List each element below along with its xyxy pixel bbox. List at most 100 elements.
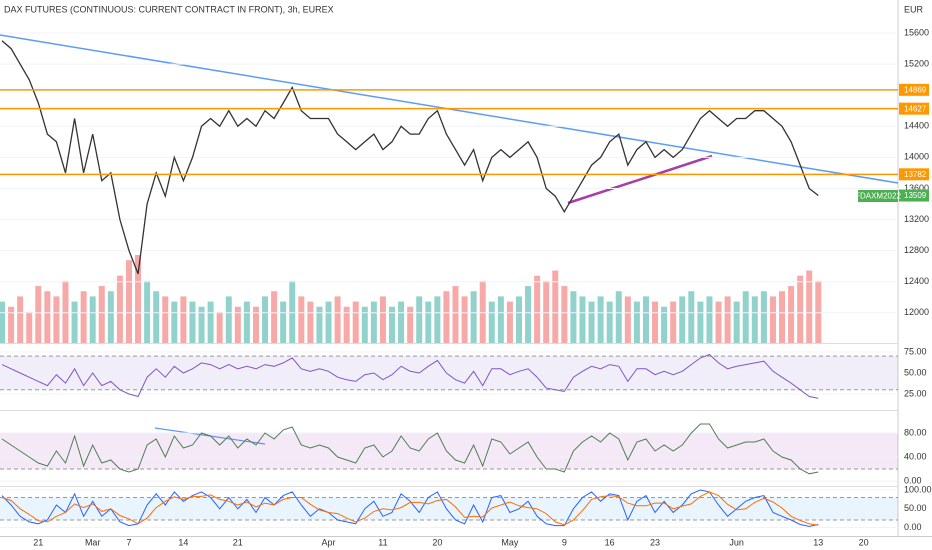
symbol-tag-box [858,190,898,202]
volume-bar [125,260,132,343]
y-tick-label: 14000 [904,152,929,162]
volume-bar [642,296,649,343]
volume-bar [62,280,69,343]
x-tick-label: 21 [233,537,243,547]
volume-bar [515,296,522,343]
y-tick-label: 80.00 [904,427,927,437]
y-tick-label: 13200 [904,214,929,224]
volume-bar [17,296,24,343]
volume-bar [162,296,169,343]
x-tick-label: 11 [378,537,387,547]
level-label: 14869 [904,85,927,94]
y-tick-label: 0.00 [904,522,922,532]
volume-bar [216,311,223,343]
y-tick-label: 14400 [904,121,929,131]
volume-bar [207,301,214,343]
volume-bar [271,291,278,343]
x-tick-label: Mar [85,537,101,547]
volume-bar [334,296,341,343]
volume-bar [751,296,758,343]
level-label-box [899,83,929,96]
volume-bar [343,306,350,343]
volume-bar [670,301,677,343]
x-tick-label: 13 [813,537,823,547]
volume-bar [26,311,33,343]
volume-bar [379,296,386,343]
volume-bar [316,306,323,343]
y-tick-label: 13600 [904,183,929,193]
y-tick-label: 12400 [904,276,929,286]
volume-bar [307,301,314,343]
y-tick-label: 15600 [904,27,929,37]
volume-bar [570,291,577,343]
volume-bar [352,301,359,343]
volume-bar [788,286,795,343]
volume-bar [697,301,704,343]
volume-bar [361,306,368,343]
level-label-box [899,168,929,181]
volume-bar [243,301,250,343]
volume-bar [89,296,96,343]
y-tick-label: 12000 [904,307,929,317]
series-line [1,491,819,526]
volume-bar [98,286,105,343]
last-price-box [899,189,929,202]
y-tick-label: 12800 [904,245,929,255]
volume-bar [370,301,377,343]
volume-bar [234,306,241,343]
volume-bar [769,296,776,343]
volume-bar [198,306,205,343]
level-label: 13782 [904,170,927,179]
volume-bar [180,296,187,343]
volume-bar [652,301,659,343]
volume-bar [252,306,259,343]
volume-bar [0,301,5,343]
volume-bar [506,301,513,343]
band [0,432,898,469]
volume-bar [760,291,767,343]
volume-bar [624,296,631,343]
volume-bar [144,280,151,343]
x-tick-label: May [501,537,519,547]
volume-bar [389,306,396,343]
volume-bar [416,296,423,343]
y-tick-label: 40.00 [904,451,927,461]
volume-bar [606,301,613,343]
volume-bar [742,291,749,343]
x-tick-label: 21 [33,537,43,547]
volume-bar [153,291,160,343]
x-tick-label: 16 [605,537,615,547]
support-line [567,154,713,205]
volume-bar [107,291,114,343]
y-tick-label: 25.00 [904,388,927,398]
volume-bar [280,301,287,343]
volume-bar [733,301,740,343]
volume-bar [398,301,405,343]
volume-bar [171,301,178,343]
volume-bar [425,301,432,343]
level-label: 14627 [904,104,927,113]
volume-bar [588,301,595,343]
volume-bar [35,286,42,343]
volume-bar [724,296,731,343]
volume-bar [71,301,78,343]
y-tick-label: 100.00 [904,484,932,494]
volume-bar [497,296,504,343]
x-tick-label: 20 [859,537,869,547]
volume-bar [579,296,586,343]
last-price-label: 13509 [904,191,927,200]
volume-bar [443,291,450,343]
volume-bar [534,275,541,343]
volume-bar [806,270,813,343]
x-tick-label: 7 [126,537,131,547]
volume-bar [661,306,668,343]
x-tick-label: Apr [322,537,336,547]
x-tick-label: 20 [432,537,442,547]
volume-bar [298,296,305,343]
volume-bar [597,296,604,343]
volume-bar [262,296,269,343]
x-tick-label: 14 [178,537,188,547]
volume-bar [80,291,87,343]
volume-bar [116,275,123,343]
